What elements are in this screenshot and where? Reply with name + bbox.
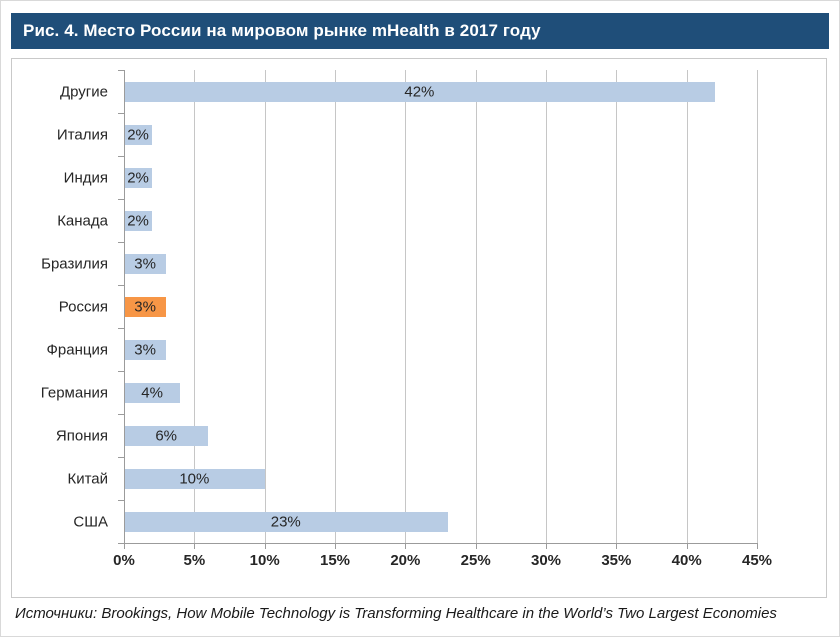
- gridline: [264, 70, 266, 543]
- bar: [124, 210, 153, 231]
- gridline: [194, 70, 196, 543]
- category-label: Германия: [40, 384, 108, 401]
- axis-tick: [118, 414, 124, 415]
- axis-tick: [546, 544, 547, 549]
- axis-tick: [118, 199, 124, 200]
- bar-value-label: 6%: [155, 427, 178, 444]
- bar-value-label: 10%: [179, 470, 210, 487]
- x-tick-label: 30%: [530, 552, 562, 569]
- bar-value-label: 42%: [404, 83, 435, 100]
- axis-tick: [475, 544, 477, 549]
- category-label: Япония: [55, 427, 108, 444]
- gridline: [757, 70, 758, 543]
- category-label: Россия: [58, 298, 108, 315]
- category-label: Канада: [57, 212, 108, 229]
- axis-tick: [616, 544, 618, 549]
- category-axis: Другие Италия Индия Канада Бразилия Россия Фра…: [12, 70, 116, 543]
- category-label: Другие: [59, 83, 108, 100]
- value-axis-line: [124, 543, 758, 544]
- axis-tick: [118, 457, 124, 458]
- bar: [124, 511, 448, 532]
- bar: [124, 382, 181, 403]
- bar: [124, 167, 153, 188]
- bar-value-label: 3%: [134, 341, 156, 358]
- category-label: Бразилия: [41, 255, 108, 272]
- axis-tick: [405, 544, 407, 549]
- gridline: [686, 70, 688, 543]
- bar-value-label: 2%: [127, 212, 149, 229]
- bar-value-label: 2%: [127, 126, 149, 143]
- bar-value-label: 3%: [134, 255, 156, 272]
- x-tick-label: 10%: [249, 552, 280, 569]
- category-label: Индия: [63, 169, 108, 186]
- axis-tick: [264, 544, 266, 549]
- chart: Другие Италия Индия Канада Бразилия Россия Фра…: [11, 58, 827, 598]
- axis-tick: [118, 543, 124, 544]
- axis-tick: [124, 544, 125, 549]
- bar-value-label: 3%: [134, 298, 156, 315]
- x-tick-label: 35%: [601, 552, 632, 569]
- bar-value-label: 2%: [127, 169, 149, 186]
- axis-tick: [686, 544, 688, 549]
- x-tick-label: 20%: [390, 552, 421, 569]
- bar-value-label: 23%: [270, 513, 301, 530]
- bar: [124, 425, 209, 446]
- x-tick-label: 45%: [741, 552, 773, 569]
- gridline: [405, 70, 407, 543]
- bar: [124, 339, 167, 360]
- category-label: Италия: [56, 126, 108, 143]
- figure-title-bar: Рис. 4. Место России на мировом рынке mH…: [11, 13, 829, 49]
- bar-russia-highlight: [124, 296, 167, 317]
- gridline: [475, 70, 477, 543]
- plot-area: 0% 5% 10% 15% 20% 25% 30% 35% 40% 45% 42% 2% 2% 2% 3% 3…: [113, 70, 772, 569]
- x-tick-label: 0%: [113, 552, 135, 569]
- bar: [124, 81, 715, 102]
- category-label: Китай: [67, 470, 108, 487]
- bar: [124, 124, 153, 145]
- x-tick-label: 5%: [183, 552, 206, 569]
- gridline: [616, 70, 618, 543]
- axis-tick: [118, 500, 124, 501]
- category-label: Франция: [46, 341, 108, 358]
- axis-tick: [757, 544, 758, 549]
- x-tick-label: 25%: [460, 552, 491, 569]
- axis-tick: [118, 70, 124, 71]
- axis-tick: [118, 242, 124, 243]
- axis-tick: [194, 544, 196, 549]
- axis-tick: [118, 328, 124, 329]
- category-label: США: [73, 513, 108, 530]
- source-note: Источники: Brookings, How Mobile Technol…: [15, 605, 777, 622]
- gridline: [546, 70, 547, 543]
- gridline: [335, 70, 336, 543]
- axis-tick: [335, 544, 336, 549]
- category-axis-line: [124, 70, 125, 543]
- bar: [124, 253, 167, 274]
- axis-tick: [118, 285, 124, 286]
- axis-tick: [118, 156, 124, 157]
- axis-tick: [118, 371, 124, 372]
- figure-title: Рис. 4. Место России на мировом рынке mH…: [23, 21, 541, 40]
- x-tick-label: 15%: [319, 552, 351, 569]
- bar-value-label: 4%: [141, 384, 163, 401]
- x-tick-label: 40%: [671, 552, 702, 569]
- axis-tick: [118, 113, 124, 114]
- bar: [124, 468, 265, 489]
